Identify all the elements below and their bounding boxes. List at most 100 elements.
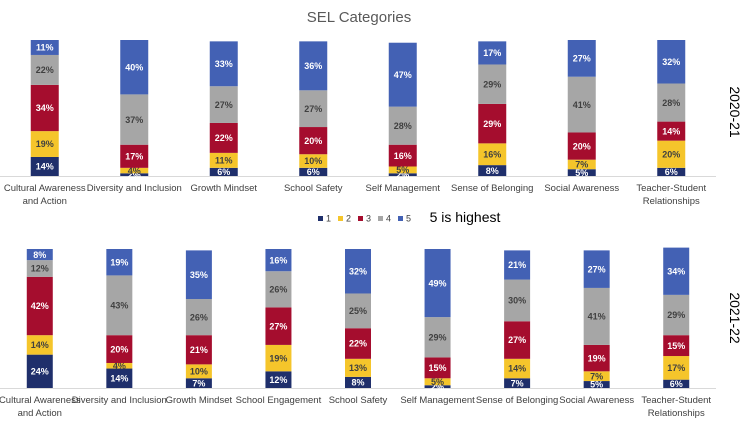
legend-label-4: 4: [386, 214, 391, 224]
data-label-diversity-and-inclusion-level-4: 43%: [110, 300, 128, 310]
bar-segment-school-safety-level-2: [345, 358, 371, 377]
data-label-self-management-level-3: 15%: [429, 363, 447, 373]
data-label-teacher-student-relationships-level-2: 20%: [662, 149, 680, 159]
data-label-sense-of-belonging-level-4: 29%: [483, 79, 501, 89]
legend-swatch-4: [378, 216, 383, 221]
data-label-school-safety-level-2: 13%: [349, 363, 367, 373]
data-label-sense-of-belonging-level-1: 7%: [511, 378, 524, 388]
category-label-growth-mindset: Growth Mindset: [166, 395, 233, 406]
bar-segment-sense-of-belonging-level-2: [504, 358, 531, 379]
bar-segment-school-safety-level-3: [345, 328, 371, 359]
bar-segment-teacher-student-relationships-level-5: [657, 40, 686, 84]
bar-segment-school-safety-level-5: [299, 41, 328, 91]
bar-segment-cultural-awareness-and-action-level-1: [30, 156, 59, 176]
data-label-growth-mindset-level-2: 11%: [215, 156, 233, 166]
bar-segment-sense-of-belonging-level-4: [504, 279, 531, 322]
bar-segment-diversity-and-inclusion-level-3: [106, 335, 133, 363]
bar-segment-school-safety-level-1: [345, 376, 371, 388]
bar-segment-teacher-student-relationships-level-4: [663, 294, 690, 336]
category-label-sense-of-belonging: Sense of Belonging: [476, 395, 558, 406]
bar-segment-sense-of-belonging-level-4: [478, 64, 507, 104]
data-label-cultural-awareness-and-action-level-4: 12%: [31, 264, 49, 274]
data-label-school-safety-level-3: 22%: [349, 339, 367, 349]
data-label-teacher-student-relationships-level-1: 6%: [670, 379, 683, 389]
data-label-cultural-awareness-and-action-level-5: 11%: [36, 43, 54, 53]
bar-segment-cultural-awareness-and-action-level-2: [26, 335, 53, 355]
legend-label-2: 2: [346, 214, 351, 224]
data-label-teacher-student-relationships-level-2: 17%: [667, 363, 685, 373]
data-label-growth-mindset-level-3: 21%: [190, 345, 208, 355]
bar-segment-sense-of-belonging-level-5: [504, 250, 531, 280]
data-label-self-management-level-4: 29%: [429, 332, 447, 342]
bar-segment-social-awareness-level-5: [567, 40, 596, 77]
category-label-cultural-awareness-and-action: Cultural Awareness and Action: [4, 183, 86, 207]
category-label-school-engagement: School Engagement: [236, 395, 322, 406]
bar-segment-diversity-and-inclusion-level-1: [106, 368, 133, 388]
bar-segment-diversity-and-inclusion-level-4: [120, 94, 149, 145]
category-label-growth-mindset: Growth Mindset: [190, 183, 257, 194]
data-label-social-awareness-level-4: 41%: [573, 100, 591, 110]
bar-segment-sense-of-belonging-level-1: [478, 165, 507, 176]
data-label-sense-of-belonging-level-1: 8%: [486, 166, 499, 176]
data-label-school-safety-level-5: 36%: [304, 61, 322, 71]
data-label-teacher-student-relationships-level-5: 34%: [667, 266, 685, 276]
data-label-school-engagement-level-3: 27%: [269, 321, 287, 331]
bar-segment-growth-mindset-level-1: [185, 378, 212, 388]
data-label-social-awareness-level-2: 7%: [590, 371, 603, 381]
bar-segment-diversity-and-inclusion-level-5: [106, 249, 133, 276]
data-label-cultural-awareness-and-action-level-4: 22%: [36, 65, 54, 75]
data-label-sense-of-belonging-level-2: 16%: [483, 149, 501, 159]
bar-segment-cultural-awareness-and-action-level-4: [26, 260, 53, 277]
data-label-social-awareness-level-2: 7%: [575, 160, 588, 170]
data-label-cultural-awareness-and-action-level-1: 24%: [31, 367, 49, 377]
category-label-teacher-student-relationships: Teacher-Student Relationships: [641, 395, 711, 419]
legend-label-1: 1: [326, 214, 331, 224]
data-label-school-safety-level-4: 25%: [349, 306, 367, 316]
data-label-diversity-and-inclusion-level-1: 14%: [110, 373, 128, 383]
data-label-diversity-and-inclusion-level-3: 17%: [125, 151, 143, 161]
data-label-cultural-awareness-and-action-level-3: 34%: [36, 103, 54, 113]
panel-2020-21: 14% 19% 34% 22% 11% Cultural Awareness and Act…: [0, 40, 716, 207]
data-label-growth-mindset-level-2: 10%: [190, 367, 208, 377]
data-label-diversity-and-inclusion-level-2: 4%: [113, 361, 126, 371]
category-label-social-awareness: Social Awareness: [544, 183, 619, 194]
data-label-teacher-student-relationships-level-4: 29%: [667, 310, 685, 320]
data-label-sense-of-belonging-level-4: 30%: [508, 296, 526, 306]
data-label-social-awareness-level-5: 27%: [573, 54, 591, 64]
bar-segment-school-engagement-level-5: [265, 249, 292, 272]
bar-segment-self-management-level-5: [424, 249, 451, 318]
legend-swatch-5: [398, 216, 403, 221]
category-label-diversity-and-inclusion: Diversity and Inclusion: [72, 395, 167, 406]
data-label-social-awareness-level-5: 27%: [588, 264, 606, 274]
data-label-diversity-and-inclusion-level-5: 40%: [125, 62, 143, 72]
category-label-cultural-awareness-and-action: Cultural Awareness and Action: [0, 395, 81, 419]
bar-segment-social-awareness-level-3: [583, 344, 610, 372]
data-label-school-safety-level-4: 27%: [304, 104, 322, 114]
bar-segment-growth-mindset-level-2: [209, 152, 238, 168]
chart-title: SEL Categories: [307, 9, 412, 26]
data-label-self-management-level-4: 28%: [394, 121, 412, 131]
data-label-social-awareness-level-3: 19%: [588, 353, 606, 363]
data-label-school-engagement-level-5: 16%: [269, 255, 287, 265]
bar-segment-teacher-student-relationships-level-3: [657, 121, 686, 141]
data-label-sense-of-belonging-level-3: 29%: [483, 119, 501, 129]
data-label-teacher-student-relationships-level-3: 14%: [662, 126, 680, 136]
bar-segment-teacher-student-relationships-level-3: [663, 335, 690, 357]
bar-segment-growth-mindset-level-4: [209, 86, 238, 123]
bar-segment-social-awareness-level-1: [567, 169, 596, 176]
bar-segment-diversity-and-inclusion-level-4: [106, 275, 133, 336]
bar-segment-social-awareness-level-1: [583, 381, 610, 388]
bar-segment-diversity-and-inclusion-level-2: [106, 362, 133, 369]
bar-segment-diversity-and-inclusion-level-5: [120, 40, 149, 95]
data-label-social-awareness-level-3: 20%: [573, 141, 591, 151]
bar-segment-diversity-and-inclusion-level-1: [120, 173, 149, 176]
bar-segment-social-awareness-level-5: [583, 250, 610, 288]
category-label-teacher-student-relationships: Teacher-Student Relationships: [636, 183, 706, 207]
category-label-social-awareness: Social Awareness: [559, 395, 634, 406]
category-label-sense-of-belonging: Sense of Belonging: [451, 183, 533, 194]
bar-segment-social-awareness-level-4: [567, 76, 596, 133]
legend-label-3: 3: [366, 214, 371, 224]
bar-segment-diversity-and-inclusion-level-2: [120, 167, 149, 174]
data-label-social-awareness-level-4: 41%: [588, 312, 606, 322]
legend-note: 5 is highest: [430, 209, 501, 225]
